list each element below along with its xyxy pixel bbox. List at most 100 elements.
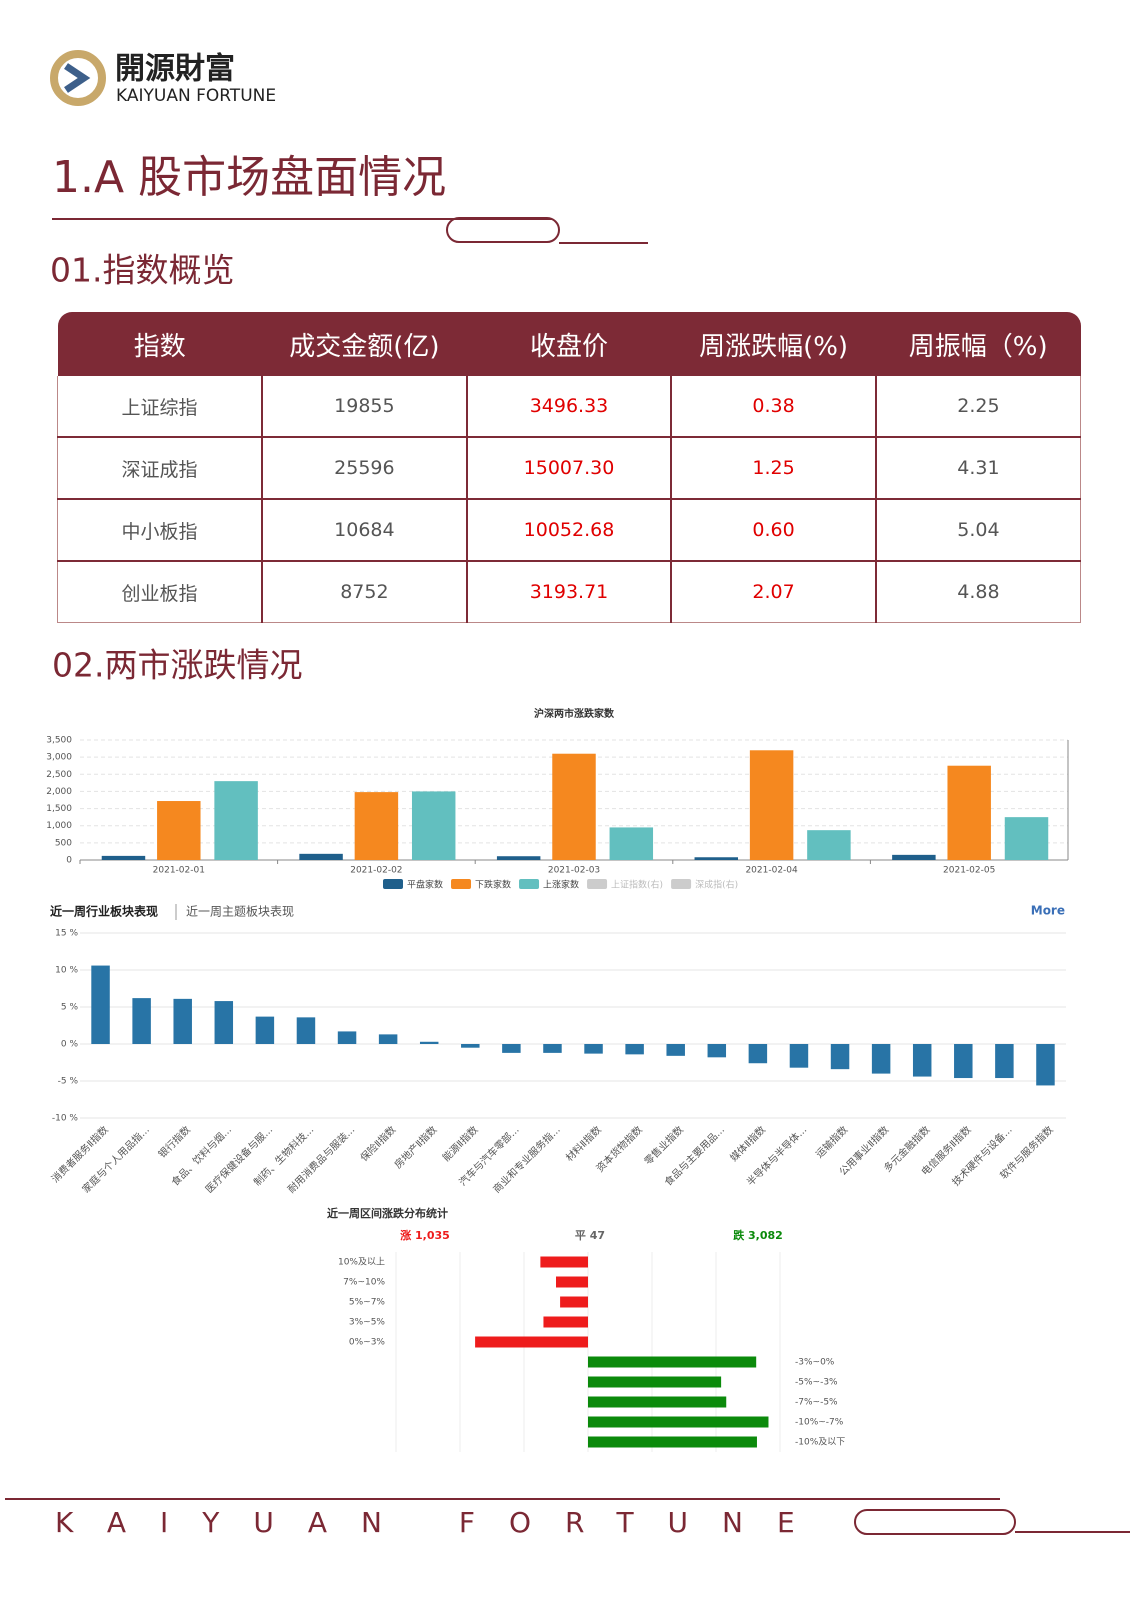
chart-title: 近一周区间涨跌分布统计 — [327, 1206, 448, 1220]
bar — [588, 1416, 769, 1428]
bar — [625, 1044, 644, 1055]
bar — [807, 830, 851, 860]
bar — [299, 853, 343, 860]
bar — [830, 1044, 850, 1070]
x-tick-label: 材料Ⅱ指数 — [563, 1123, 604, 1164]
y-tick-label: 500 — [55, 838, 72, 848]
legend-label: 深成指(右) — [695, 879, 738, 891]
category-label: 7%~10% — [343, 1278, 385, 1288]
bar — [871, 1044, 891, 1074]
category-label: -10%~-7% — [795, 1418, 844, 1428]
x-tick-label: 房地产Ⅱ指数 — [391, 1123, 439, 1171]
x-tick-label: 2021-02-05 — [943, 866, 995, 876]
y-tick-label: 1,000 — [46, 821, 72, 831]
tab[interactable]: 近一周行业板块表现 — [50, 904, 158, 919]
y-tick-label: 0 — [66, 856, 72, 866]
more-link[interactable]: More — [1031, 904, 1065, 918]
index-table: 指数 成交金额(亿) 收盘价 周涨跌幅(%) 周振幅（%) 上证综指 19855 3496.3… — [57, 312, 1081, 623]
cell: 5.04 — [874, 499, 1081, 562]
summary: 跌 3,082 — [733, 1228, 783, 1242]
bar — [588, 1356, 757, 1368]
x-tick-label: 能源Ⅱ指数 — [440, 1123, 481, 1164]
x-tick-label: 耐用消费品与服装... — [285, 1123, 358, 1196]
cell: 中小板指 — [57, 499, 263, 562]
legend-label: 平盘家数 — [407, 879, 443, 891]
y-tick-label: 3,000 — [46, 753, 72, 763]
summary: 平 47 — [575, 1229, 605, 1242]
cell: 25596 — [261, 437, 467, 500]
cell: 10052.68 — [465, 499, 672, 562]
footer: KAIYUAN FORTUNE — [55, 1506, 829, 1539]
y-tick-label: 2,500 — [46, 770, 72, 780]
bar — [543, 1044, 562, 1053]
bar — [411, 791, 456, 860]
tab[interactable]: 近一周主题板块表现 — [186, 905, 294, 919]
bar — [1004, 817, 1049, 860]
bar — [496, 856, 541, 860]
bar — [749, 750, 794, 860]
x-tick-label: 2021-02-01 — [153, 866, 205, 876]
y-tick-label: 3,500 — [46, 736, 72, 746]
deco — [446, 217, 560, 243]
bar — [337, 1031, 357, 1044]
cell: 10684 — [261, 499, 467, 562]
legend-swatch — [671, 879, 692, 889]
bar — [588, 1396, 727, 1408]
chart-title: 沪深两市涨跌家数 — [534, 707, 615, 720]
bar — [502, 1044, 521, 1053]
bar — [255, 1016, 275, 1044]
legend-swatch — [519, 879, 540, 889]
column-header: 周振幅（%) — [875, 312, 1081, 376]
bar — [101, 855, 146, 860]
legend-label: 上涨家数 — [543, 879, 579, 891]
cell: 创业板指 — [57, 561, 263, 623]
y-tick-label: -10 % — [52, 1114, 79, 1124]
cell: 3496.33 — [465, 376, 672, 438]
category-label: 5%~7% — [349, 1298, 386, 1308]
bar — [132, 998, 151, 1044]
y-tick-label: 5 % — [61, 1003, 79, 1013]
bar — [157, 801, 201, 860]
bar — [419, 1041, 439, 1044]
legend-swatch — [383, 879, 403, 889]
logo — [50, 50, 106, 106]
bar — [588, 1436, 757, 1448]
bar — [789, 1044, 809, 1068]
x-tick-label: 医疗保健设备与服... — [203, 1123, 276, 1196]
cell: 上证综指 — [57, 376, 263, 438]
column-header: 收盘价 — [466, 312, 672, 376]
brand-en: KAIYUAN FORTUNE — [116, 86, 276, 106]
category-label: -10%及以下 — [795, 1437, 845, 1448]
bar — [540, 1256, 588, 1268]
category-label: 3%~5% — [349, 1318, 386, 1328]
cell: 4.31 — [874, 437, 1081, 500]
legend-swatch — [451, 879, 472, 889]
bar — [1036, 1044, 1055, 1086]
deco — [854, 1509, 1016, 1535]
bar — [556, 1276, 588, 1288]
bar — [214, 1001, 234, 1044]
x-tick-label: 2021-02-02 — [350, 866, 402, 876]
y-tick-label: 10 % — [55, 966, 78, 976]
x-tick-label: 媒体Ⅱ指数 — [727, 1123, 768, 1164]
cell: 1.25 — [670, 437, 876, 500]
x-tick-label: 运输指数 — [813, 1123, 850, 1160]
bar — [694, 857, 739, 860]
bar — [475, 1336, 588, 1348]
y-tick-label: 15 % — [55, 929, 78, 939]
cell: 8752 — [261, 561, 467, 623]
bar — [173, 998, 192, 1044]
bar — [707, 1044, 727, 1058]
logo-mark — [64, 63, 91, 93]
bar — [296, 1017, 316, 1044]
legend-label: 上证指数(右) — [611, 879, 663, 891]
cell: 3193.71 — [465, 561, 672, 623]
bar — [954, 1044, 973, 1079]
y-tick-label: 1,500 — [46, 804, 72, 814]
cell: 0.60 — [670, 499, 876, 562]
category-label: 10%及以上 — [338, 1257, 385, 1268]
x-tick-label: 2021-02-03 — [548, 866, 600, 876]
category-label: 0%~3% — [349, 1338, 386, 1348]
brand-cn: 開源財富 — [115, 52, 235, 87]
column-header: 成交金额(亿) — [262, 312, 467, 376]
